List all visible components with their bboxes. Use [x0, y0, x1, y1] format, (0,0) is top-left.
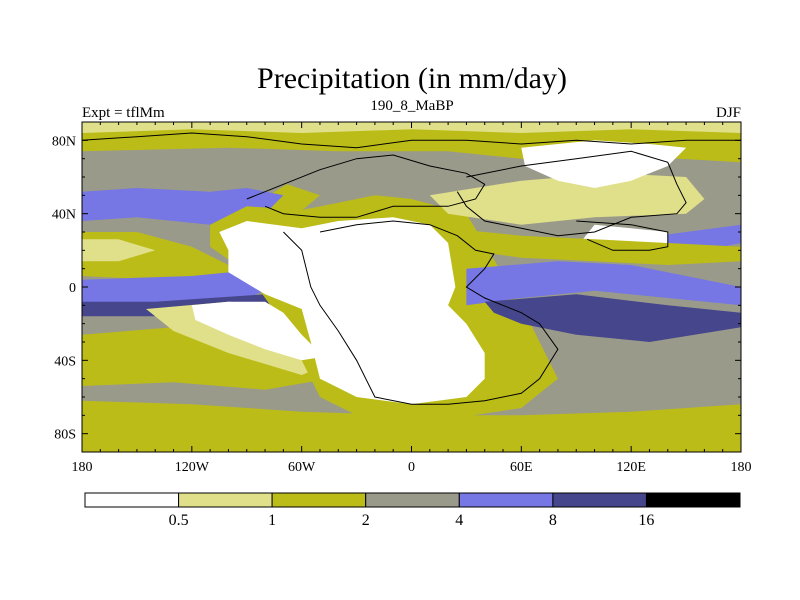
x-tick-label: 120W — [175, 460, 210, 475]
continent-outline-0 — [82, 132, 741, 149]
y-tick-label: 0 — [69, 281, 76, 296]
x-tick-label: 0 — [408, 460, 415, 475]
contour-region-southern-olive-band — [82, 400, 741, 452]
y-tick-label: 80N — [52, 134, 76, 149]
colorbar-swatch — [365, 492, 460, 508]
y-tick-label: 80S — [54, 428, 76, 443]
colorbar: 0.5 1 2 4 8 16 — [84, 492, 741, 529]
contour-region-equatorial-band-olive — [448, 228, 741, 265]
y-tick-label: 40S — [54, 354, 76, 369]
colorbar-swatch — [271, 492, 367, 508]
continent-outline-1 — [246, 154, 486, 218]
colorbar-level-label: 2 — [362, 512, 370, 529]
contour-region-west-pacific-dark — [484, 294, 741, 342]
contour-region-west-pacific-blue — [466, 261, 741, 306]
continent-outlines — [82, 132, 741, 405]
colorbar-level-label: 16 — [638, 512, 654, 529]
contour-region-asia-white — [521, 140, 687, 188]
colorbar-swatch — [84, 492, 180, 508]
continent-outline-4 — [576, 220, 669, 251]
left-string: Expt = tflMm — [82, 105, 165, 121]
contour-region-pangaea-interior-white — [219, 217, 485, 405]
colorbar-level-label: 4 — [455, 512, 463, 529]
center-string: 190_8_MaBP — [370, 98, 453, 114]
contour-region-southwest-white — [191, 301, 324, 361]
colorbar-swatch — [552, 492, 648, 508]
x-tick-label: 180 — [731, 460, 752, 475]
right-string: DJF — [716, 105, 741, 121]
x-tick-label: 60E — [510, 460, 533, 475]
colorbar-swatch — [178, 492, 273, 508]
continent-outline-2 — [283, 220, 559, 405]
y-tick-label: 40N — [52, 208, 76, 223]
x-tick-label: 60W — [288, 460, 316, 475]
colorbar-level-label: 1 — [268, 512, 276, 529]
colorbar-level-label: 0.5 — [169, 512, 189, 529]
contour-region-asia-light — [429, 173, 705, 225]
chart-title: Precipitation (in mm/day) — [257, 62, 567, 95]
precipitation-contour-fills — [82, 122, 741, 452]
x-tick-label: 180 — [72, 460, 93, 475]
colorbar-swatch — [458, 492, 554, 508]
x-tick-label: 120E — [616, 460, 646, 475]
continent-outline-3 — [456, 150, 687, 237]
longitude-axis: 180 120W 60W 0 60E 120E 180 — [72, 122, 752, 475]
colorbar-level-label: 8 — [549, 512, 557, 529]
colorbar-swatch — [645, 492, 741, 508]
latitude-axis: 80N 40N 0 40S 80S — [52, 121, 741, 453]
contour-region-pacific-mid-light — [82, 239, 156, 262]
